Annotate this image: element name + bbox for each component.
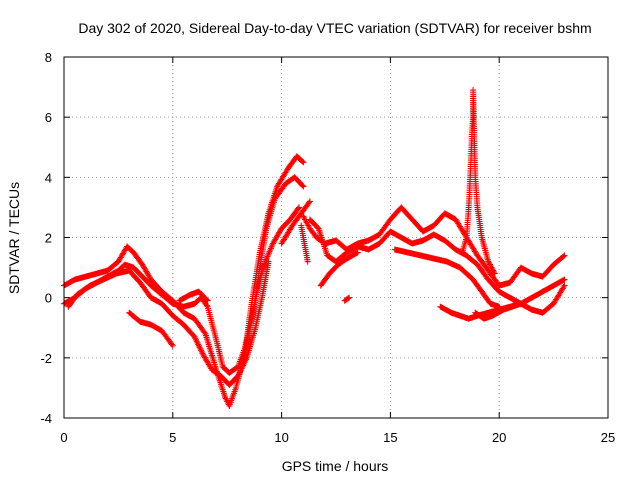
series-track-h (300, 204, 568, 289)
series-track-o (341, 294, 353, 304)
y-tick-label: 4 (45, 170, 52, 185)
x-axis-ticks: 0 5 10 15 20 25 (60, 57, 615, 445)
y-tick-label: 8 (45, 50, 52, 65)
y-tick-label: -4 (40, 411, 52, 426)
y-tick-label: -2 (40, 351, 52, 366)
data-series (61, 87, 568, 409)
series-track-e (176, 288, 211, 304)
x-axis-label: GPS time / hours (282, 458, 389, 474)
y-tick-label: 0 (45, 291, 52, 306)
x-tick-label: 10 (274, 430, 288, 445)
series-track-p (298, 222, 311, 265)
x-tick-label: 20 (492, 430, 506, 445)
series-track-m (472, 276, 568, 322)
series-track-i (306, 216, 568, 316)
x-tick-label: 5 (169, 430, 176, 445)
y-tick-label: 6 (45, 110, 52, 125)
y-tick-label: 2 (45, 231, 52, 246)
series-track-c (65, 258, 272, 388)
series-track-f (241, 204, 302, 361)
series-track-g (278, 198, 313, 247)
x-tick-label: 25 (601, 430, 615, 445)
series-track-d (126, 309, 176, 349)
plot-frame (63, 56, 609, 419)
series-track-j (317, 249, 361, 289)
series-track-n (459, 87, 498, 277)
x-tick-label: 0 (60, 430, 67, 445)
chart-title: Day 302 of 2020, Sidereal Day-to-day VTE… (78, 20, 591, 36)
y-axis-label: SDTVAR / TECUs (6, 182, 22, 294)
series-track-k (391, 246, 503, 310)
x-tick-label: 15 (383, 430, 397, 445)
